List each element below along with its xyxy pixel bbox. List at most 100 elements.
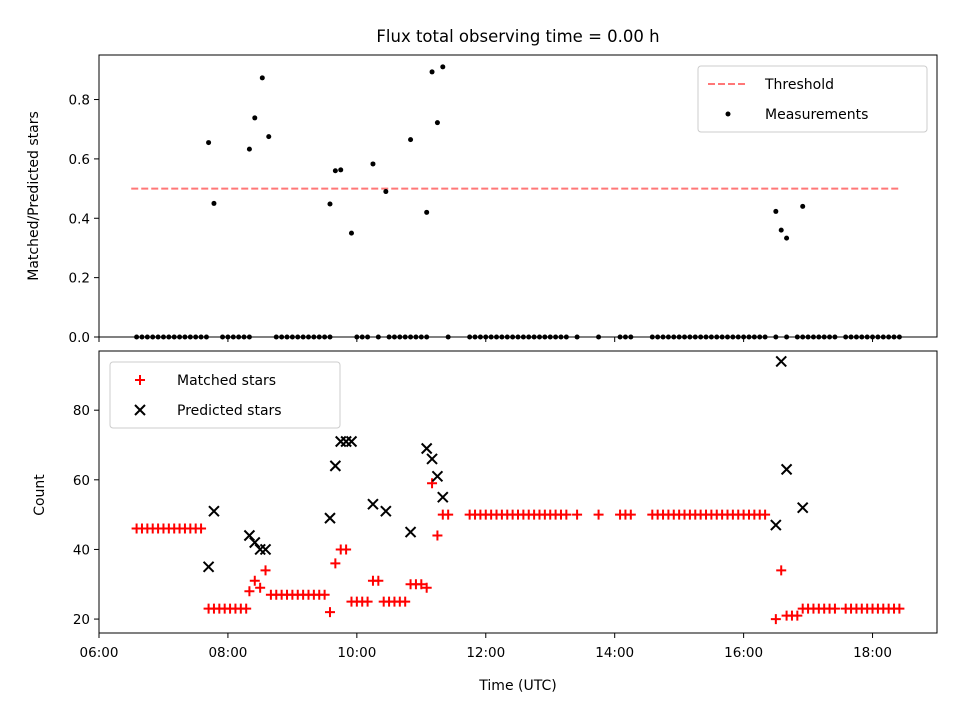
measurement-point bbox=[526, 334, 532, 340]
measurement-point bbox=[649, 334, 655, 340]
matched-star-point bbox=[443, 509, 454, 520]
measurement-point bbox=[284, 334, 290, 340]
measurement-point bbox=[316, 334, 322, 340]
legend-predicted-label: Predicted stars bbox=[177, 403, 282, 419]
predicted-star-point bbox=[796, 501, 809, 514]
matched-star-point bbox=[249, 575, 260, 586]
measurement-point bbox=[536, 334, 542, 340]
matched-star-point bbox=[260, 565, 271, 576]
matched-star-point bbox=[400, 596, 411, 607]
measurement-point bbox=[703, 334, 709, 340]
measurement-point bbox=[440, 64, 446, 70]
measurement-point bbox=[682, 334, 688, 340]
measurement-point bbox=[510, 334, 516, 340]
matched-star-point bbox=[625, 509, 636, 520]
legend-predicted-marker bbox=[134, 404, 146, 416]
measurement-point bbox=[816, 334, 822, 340]
matched-star-point bbox=[255, 582, 266, 593]
measurement-point bbox=[338, 167, 344, 173]
measurement-point bbox=[424, 209, 430, 215]
measurement-point bbox=[757, 334, 763, 340]
measurement-point bbox=[386, 334, 392, 340]
measurement-point bbox=[800, 334, 806, 340]
measurement-point bbox=[424, 334, 430, 340]
measurement-point bbox=[504, 334, 510, 340]
measurement-point bbox=[617, 334, 623, 340]
matched-star-point bbox=[894, 603, 905, 614]
measurement-point bbox=[327, 334, 333, 340]
matched-star-point bbox=[561, 509, 572, 520]
measurement-point bbox=[596, 334, 602, 340]
bottom-legend-box bbox=[109, 361, 341, 429]
measurement-point bbox=[665, 334, 671, 340]
predicted-star-point bbox=[208, 505, 220, 517]
measurement-point bbox=[810, 334, 816, 340]
y-tick-label: 0.0 bbox=[69, 330, 90, 346]
top-legend-box bbox=[697, 65, 928, 133]
bottom-x-ticks: 06:00 08:00 10:00 12:00 14:00 16:00 18:00 bbox=[80, 633, 892, 661]
matched-star-point bbox=[593, 509, 604, 520]
measurement-point bbox=[155, 334, 161, 340]
measurement-point bbox=[784, 235, 790, 241]
measurement-point bbox=[692, 334, 698, 340]
measurement-point bbox=[383, 189, 389, 195]
predicted-star-point bbox=[340, 435, 352, 448]
measurement-point bbox=[553, 334, 559, 340]
measurement-point bbox=[408, 137, 414, 143]
measurement-point bbox=[821, 334, 827, 340]
measurement-point bbox=[875, 334, 881, 340]
matched-star-point bbox=[829, 603, 840, 614]
measurement-point bbox=[166, 334, 172, 340]
measurement-point bbox=[886, 334, 892, 340]
measurement-point bbox=[241, 334, 247, 340]
x-tick-label: 08:00 bbox=[208, 645, 247, 661]
measurement-point bbox=[327, 201, 333, 207]
measurement-point bbox=[676, 334, 682, 340]
measurement-point bbox=[150, 334, 156, 340]
measurement-point bbox=[725, 334, 730, 340]
measurement-point bbox=[794, 334, 800, 340]
measurement-point bbox=[735, 334, 741, 340]
measurement-point bbox=[211, 200, 217, 206]
measurement-point bbox=[391, 334, 397, 340]
predicted-star-point bbox=[380, 505, 392, 517]
legend-matched-swatch bbox=[135, 375, 145, 385]
measurement-point bbox=[348, 230, 354, 236]
measurement-point bbox=[289, 334, 295, 340]
predicted-star-point bbox=[329, 460, 342, 472]
y-tick-label: 0.4 bbox=[69, 211, 90, 227]
measurement-point bbox=[408, 334, 414, 340]
measurement-point bbox=[203, 334, 209, 340]
measurement-point bbox=[494, 334, 500, 340]
measurement-point bbox=[177, 334, 183, 340]
legend-measurements-label: Measurements bbox=[765, 107, 868, 123]
measurement-point bbox=[467, 334, 473, 340]
measurement-point bbox=[402, 334, 408, 340]
measurement-point bbox=[187, 334, 193, 340]
measurement-point bbox=[236, 334, 242, 340]
measurement-point bbox=[751, 334, 757, 340]
measurement-point bbox=[266, 134, 272, 140]
legend-measurements-swatch bbox=[725, 111, 731, 117]
predicted-star-point bbox=[770, 519, 782, 531]
measurement-point bbox=[671, 334, 677, 340]
x-tick-label: 16:00 bbox=[724, 645, 763, 661]
top-axes: 0.00.20.40.60.8 Matched/Predicted stars … bbox=[26, 54, 938, 346]
measurement-point bbox=[359, 334, 365, 340]
measurement-point bbox=[434, 120, 440, 126]
y-tick-label: 80 bbox=[73, 403, 90, 419]
measurement-point bbox=[171, 334, 177, 340]
measurement-point bbox=[542, 334, 548, 340]
matched-star-point bbox=[362, 596, 373, 607]
measurement-point bbox=[622, 334, 628, 340]
predicted-star-point bbox=[420, 442, 433, 455]
measurement-point bbox=[714, 334, 720, 340]
measurement-point bbox=[864, 334, 870, 340]
measurement-point bbox=[198, 334, 204, 340]
measurement-point bbox=[827, 334, 833, 340]
measurement-point bbox=[896, 334, 902, 340]
matched-star-point bbox=[572, 509, 583, 520]
legend-matched-label: Matched stars bbox=[177, 373, 276, 389]
predicted-star-point bbox=[780, 463, 793, 476]
